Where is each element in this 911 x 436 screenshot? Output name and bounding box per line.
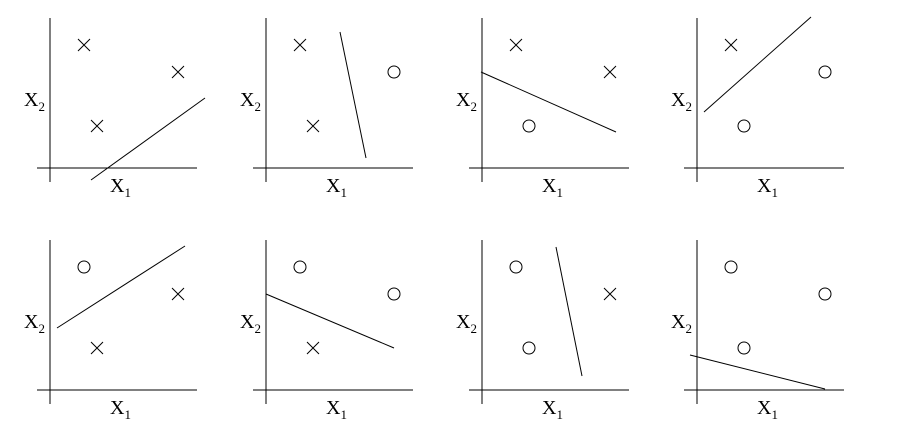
x-axis-label-base: X <box>110 397 125 419</box>
y-axis-label-base: X <box>240 89 255 111</box>
y-axis-label: X2 <box>24 311 45 336</box>
y-axis-label-sub: 2 <box>470 321 477 336</box>
cross-marker <box>603 65 617 79</box>
cross-marker <box>293 38 307 52</box>
separator-line <box>56 245 186 329</box>
cross-marker <box>90 119 104 133</box>
separator-line <box>689 354 826 390</box>
x-axis-label-base: X <box>542 175 557 197</box>
separator-line <box>90 97 206 181</box>
y-axis-label: X2 <box>24 89 45 114</box>
y-axis-label-sub: 2 <box>685 321 692 336</box>
y-axis-label-sub: 2 <box>254 321 261 336</box>
x-axis-label: X1 <box>542 397 563 422</box>
cross-marker <box>90 341 104 355</box>
cross-marker <box>171 287 185 301</box>
cross-marker <box>77 38 91 52</box>
y-axis-label-base: X <box>240 311 255 333</box>
x-axis-label-base: X <box>757 397 772 419</box>
x-axis-label: X1 <box>757 397 778 422</box>
separator-line <box>480 71 617 133</box>
y-axis-label: X2 <box>671 311 692 336</box>
x-axis-label: X1 <box>110 175 131 200</box>
cross-marker <box>509 38 523 52</box>
y-axis-label-base: X <box>24 311 39 333</box>
y-axis-label-base: X <box>456 89 471 111</box>
cross-marker <box>171 65 185 79</box>
separator-line <box>339 31 367 159</box>
circle-marker <box>387 65 401 79</box>
y-axis-label: X2 <box>456 89 477 114</box>
circle-marker <box>737 119 751 133</box>
circle-marker <box>818 65 832 79</box>
x-axis-label-base: X <box>542 397 557 419</box>
x-axis-label: X1 <box>326 175 347 200</box>
x-axis-label: X1 <box>326 397 347 422</box>
x-axis-label-sub: 1 <box>556 407 563 422</box>
circle-marker <box>522 119 536 133</box>
y-axis-label-base: X <box>456 311 471 333</box>
x-axis-label-sub: 1 <box>771 407 778 422</box>
separator-line <box>265 293 395 349</box>
circle-marker <box>818 287 832 301</box>
y-axis-label-sub: 2 <box>38 321 45 336</box>
cross-marker <box>306 341 320 355</box>
x-axis-label-sub: 1 <box>771 185 778 200</box>
circle-marker <box>509 260 523 274</box>
circle-marker <box>522 341 536 355</box>
circle-marker <box>77 260 91 274</box>
y-axis-label: X2 <box>240 311 261 336</box>
y-axis-label-base: X <box>671 311 686 333</box>
x-axis-label-sub: 1 <box>124 407 131 422</box>
y-axis-label-sub: 2 <box>38 99 45 114</box>
y-axis-label: X2 <box>671 89 692 114</box>
x-axis-label-base: X <box>326 397 341 419</box>
circle-marker <box>724 260 738 274</box>
x-axis-label-sub: 1 <box>556 185 563 200</box>
y-axis-label-base: X <box>24 89 39 111</box>
cross-marker <box>724 38 738 52</box>
separator-line <box>555 246 583 377</box>
x-axis-label-base: X <box>757 175 772 197</box>
circle-marker <box>293 260 307 274</box>
y-axis-label-sub: 2 <box>685 99 692 114</box>
y-axis-label-base: X <box>671 89 686 111</box>
x-axis-label: X1 <box>757 175 778 200</box>
x-axis-label: X1 <box>542 175 563 200</box>
separator-line <box>703 16 812 113</box>
x-axis-label: X1 <box>110 397 131 422</box>
circle-marker <box>387 287 401 301</box>
y-axis-label-sub: 2 <box>254 99 261 114</box>
y-axis-label: X2 <box>456 311 477 336</box>
x-axis-label-base: X <box>326 175 341 197</box>
y-axis-label: X2 <box>240 89 261 114</box>
x-axis-label-sub: 1 <box>340 407 347 422</box>
circle-marker <box>737 341 751 355</box>
cross-marker <box>306 119 320 133</box>
x-axis-label-sub: 1 <box>340 185 347 200</box>
x-axis-label-sub: 1 <box>124 185 131 200</box>
x-axis-label-base: X <box>110 175 125 197</box>
y-axis-label-sub: 2 <box>470 99 477 114</box>
cross-marker <box>603 287 617 301</box>
